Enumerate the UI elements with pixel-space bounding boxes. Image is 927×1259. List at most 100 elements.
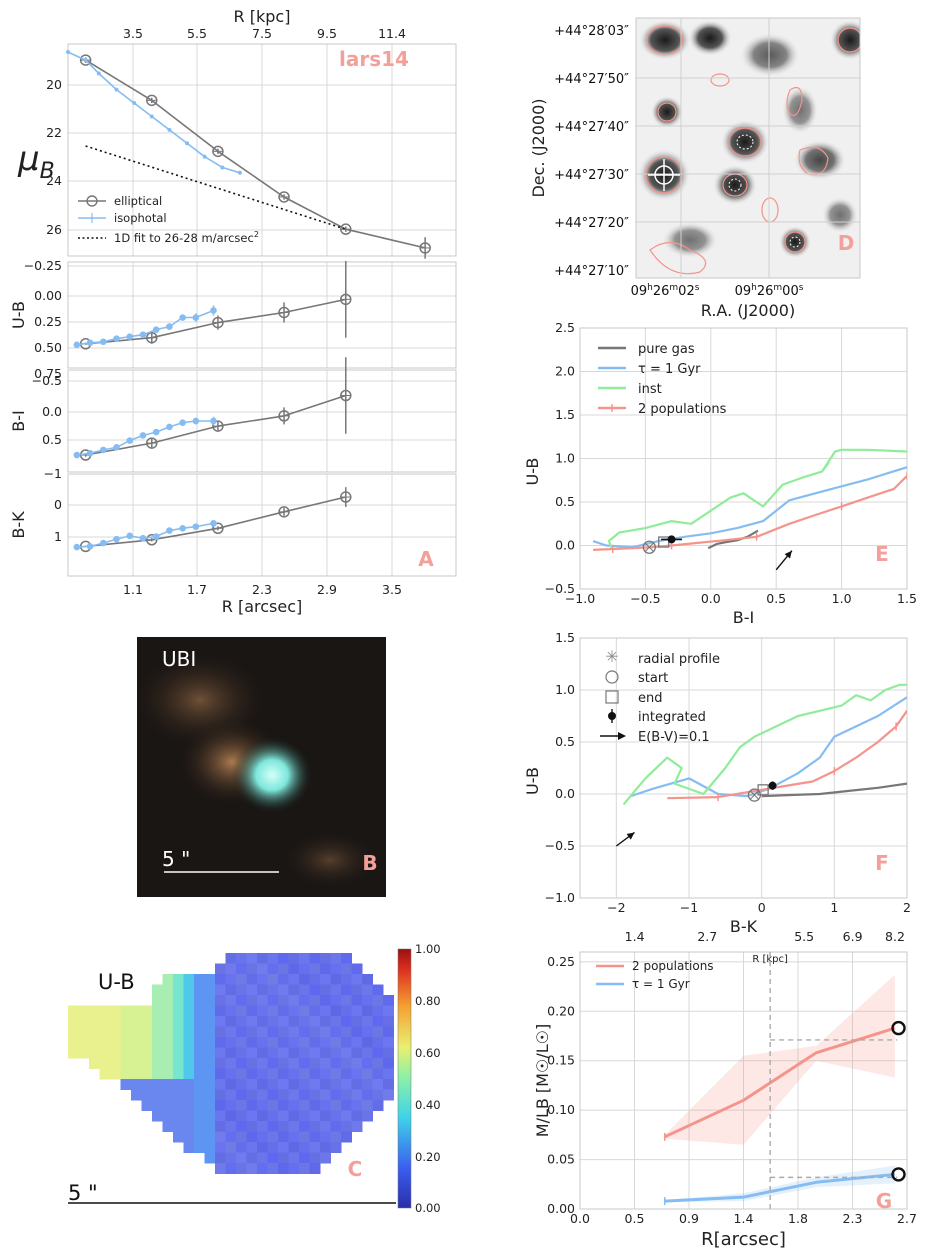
map-pixel xyxy=(309,1026,321,1038)
contour xyxy=(784,231,806,253)
map-pixel xyxy=(194,1005,205,1017)
map-pixel xyxy=(204,1058,216,1069)
map-pixel xyxy=(257,995,268,1006)
y-tick: 0.75 xyxy=(34,366,62,381)
map-pixel xyxy=(141,1100,153,1111)
map-pixel xyxy=(204,1016,216,1027)
map-pixel xyxy=(173,1026,184,1038)
map-pixel xyxy=(194,1100,205,1111)
map-pixel xyxy=(215,1047,226,1059)
isophotal-point xyxy=(139,331,147,338)
map-pixel xyxy=(341,984,352,996)
map-pixel xyxy=(225,1163,237,1174)
map-pixel xyxy=(288,995,300,1006)
map-pixel xyxy=(309,1016,321,1027)
map-pixel xyxy=(351,1110,363,1122)
map-pixel xyxy=(309,984,321,996)
integrated-tau-marker xyxy=(891,1167,906,1182)
map-pixel xyxy=(236,1142,247,1153)
map-pixel xyxy=(341,1121,352,1132)
target-crosshair xyxy=(648,159,680,191)
map-pixel xyxy=(173,1110,184,1122)
isophotal-point xyxy=(152,326,160,333)
panel-a-x-label: R [arcsec] xyxy=(222,597,303,616)
map-pixel xyxy=(288,974,300,985)
map-pixel xyxy=(236,1037,247,1048)
map-pixel xyxy=(299,1163,310,1174)
ra-seconds: 00 xyxy=(782,284,799,299)
map-pixel xyxy=(183,1037,195,1048)
map-pixel xyxy=(299,1079,310,1090)
map-pixel xyxy=(341,1047,352,1059)
map-pixel xyxy=(309,1121,321,1132)
map-pixel xyxy=(183,1131,195,1143)
map-pixel xyxy=(351,1016,363,1027)
map-pixel xyxy=(89,1026,100,1038)
map-pixel xyxy=(341,1058,352,1069)
map-pixel xyxy=(309,1037,321,1048)
plot-area xyxy=(580,638,907,898)
map-pixel xyxy=(330,953,342,964)
map-pixel xyxy=(257,1152,268,1164)
map-pixel xyxy=(383,1058,394,1069)
map-pixel xyxy=(309,1068,321,1080)
legend-elliptical-marker xyxy=(86,195,98,207)
map-pixel xyxy=(68,1026,79,1038)
map-pixel xyxy=(341,1089,352,1101)
isophotal-point xyxy=(139,432,147,439)
map-pixel xyxy=(278,984,289,996)
panel-c-scalebar-label: 5 " xyxy=(68,1181,98,1205)
isophotal-point xyxy=(179,314,186,321)
isophotal-point xyxy=(149,114,154,119)
map-pixel xyxy=(162,1058,174,1069)
map-pixel xyxy=(173,974,184,985)
isophotal-point xyxy=(86,543,94,550)
y-tick: 2.5 xyxy=(555,320,575,335)
map-pixel xyxy=(320,984,331,996)
map-pixel xyxy=(110,1068,121,1080)
map-pixel xyxy=(320,963,331,975)
isophotal-point xyxy=(152,533,160,540)
map-pixel xyxy=(89,1047,100,1059)
map-pixel xyxy=(320,1058,331,1069)
map-pixel xyxy=(309,1005,321,1017)
map-pixel xyxy=(299,995,310,1006)
map-pixel xyxy=(330,1110,342,1122)
panel-b-scalebar-label: 5 " xyxy=(162,847,190,871)
map-pixel xyxy=(278,1121,289,1132)
map-pixel xyxy=(372,984,384,996)
map-pixel xyxy=(183,1026,195,1038)
map-pixel xyxy=(383,1089,394,1101)
map-pixel xyxy=(236,1016,247,1027)
map-pixel xyxy=(362,1026,373,1038)
map-pixel xyxy=(278,1058,289,1069)
map-pixel xyxy=(225,1142,237,1153)
map-pixel xyxy=(225,995,237,1006)
map-pixel xyxy=(257,974,268,985)
map-pixel xyxy=(267,1131,279,1143)
map-pixel xyxy=(267,995,279,1006)
map-pixel xyxy=(267,984,279,996)
map-pixel xyxy=(257,1163,268,1174)
map-pixel xyxy=(351,1089,363,1101)
y-tick: −1 xyxy=(44,466,62,481)
map-pixel xyxy=(162,1100,174,1111)
map-pixel xyxy=(278,995,289,1006)
y-tick: 22 xyxy=(46,125,62,140)
map-pixel xyxy=(320,1152,331,1164)
map-pixel xyxy=(225,953,237,964)
start-marker xyxy=(642,540,656,554)
map-pixel xyxy=(120,1037,132,1048)
x-axis-label: R[arcsec] xyxy=(701,1229,786,1250)
colorbar-tick: 0.60 xyxy=(415,1046,441,1060)
map-pixel xyxy=(246,1068,258,1080)
map-pixel xyxy=(257,963,268,975)
map-pixel xyxy=(131,1037,142,1048)
legend-elliptical-label: elliptical xyxy=(114,194,162,208)
map-pixel xyxy=(120,1058,132,1069)
map-pixel xyxy=(141,1068,153,1080)
map-pixel xyxy=(225,1100,237,1111)
map-pixel xyxy=(257,1131,268,1143)
dec-tick: +44°27′20″ xyxy=(554,216,629,231)
isophotal-point xyxy=(113,535,120,543)
